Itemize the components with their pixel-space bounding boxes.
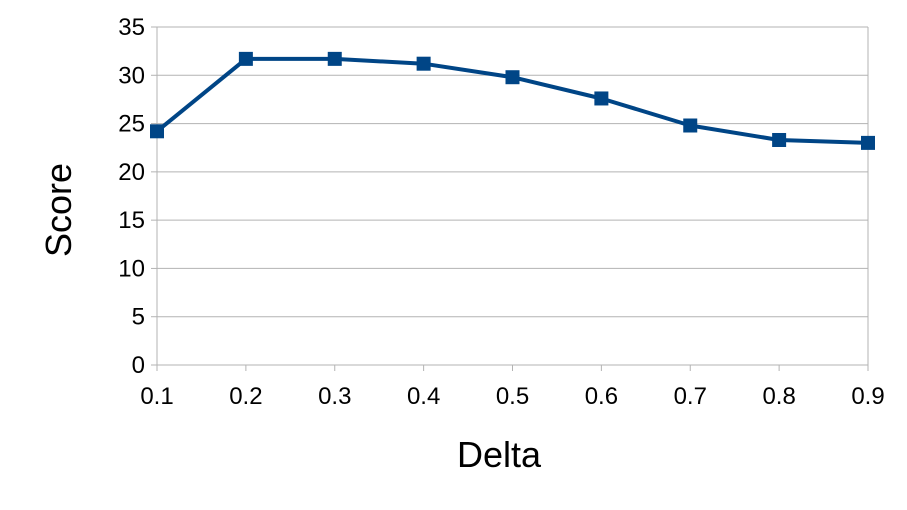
data-point-marker <box>594 91 609 106</box>
data-point-marker <box>150 124 164 139</box>
y-tick-label: 35 <box>118 14 145 41</box>
x-axis-ticks: 0.1 0.2 0.3 0.4 0.5 0.6 0.7 0.8 0.9 <box>140 365 885 410</box>
data-point-marker <box>505 70 520 85</box>
data-point-marker <box>416 56 431 71</box>
data-point-marker <box>327 51 342 66</box>
gridlines <box>156 26 869 366</box>
x-tick-label: 0.1 <box>140 383 173 410</box>
y-axis-title: Score <box>38 163 79 257</box>
x-axis-title: Delta <box>457 434 542 475</box>
x-tick-label: 0.6 <box>585 383 618 410</box>
data-point-marker <box>683 118 698 133</box>
x-tick-label: 0.5 <box>496 383 529 410</box>
y-tick-label: 5 <box>132 304 145 331</box>
x-tick-label: 0.4 <box>407 383 440 410</box>
y-tick-label: 15 <box>118 207 145 234</box>
x-tick-label: 0.2 <box>229 383 262 410</box>
y-axis-ticks: 0 5 10 15 20 25 30 35 <box>118 14 157 379</box>
y-tick-label: 10 <box>118 255 145 282</box>
y-tick-label: 30 <box>118 62 145 89</box>
data-series <box>150 51 875 150</box>
x-tick-label: 0.8 <box>762 383 795 410</box>
y-tick-label: 0 <box>132 352 145 379</box>
y-tick-label: 25 <box>118 111 145 138</box>
x-tick-label: 0.7 <box>674 383 707 410</box>
data-point-marker <box>772 132 787 147</box>
data-point-marker <box>238 51 253 66</box>
x-tick-label: 0.3 <box>318 383 351 410</box>
data-point-marker <box>861 135 875 150</box>
x-tick-label: 0.9 <box>851 383 884 410</box>
y-tick-label: 20 <box>118 159 145 186</box>
